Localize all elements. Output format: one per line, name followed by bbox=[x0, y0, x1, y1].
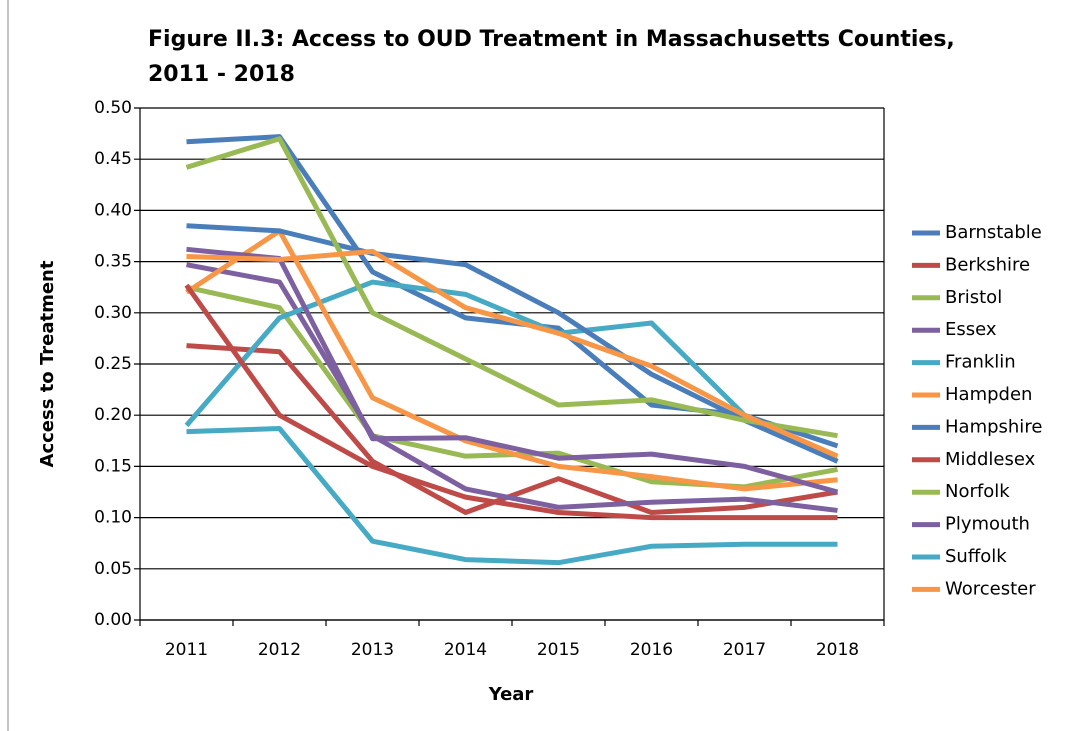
legend-label: Essex bbox=[945, 319, 997, 340]
series-line bbox=[186, 426, 838, 566]
series-line bbox=[186, 343, 838, 515]
y-tick-label: 0.15 bbox=[94, 456, 132, 476]
series-line bbox=[186, 246, 839, 495]
y-tick-label: 0.30 bbox=[94, 303, 132, 323]
x-tick-label: 2018 bbox=[816, 640, 859, 660]
legend-label: Berkshire bbox=[945, 254, 1030, 275]
series-line bbox=[184, 283, 838, 521]
legend-label: Worcester bbox=[945, 578, 1036, 599]
y-tick-label: 0.10 bbox=[94, 508, 132, 528]
legend-label: Bristol bbox=[945, 287, 1002, 308]
legend-label: Hampden bbox=[945, 384, 1032, 405]
x-tick-label: 2015 bbox=[537, 640, 580, 660]
y-tick-label: 0.50 bbox=[94, 98, 132, 118]
y-tick-label: 0.35 bbox=[94, 252, 132, 272]
legend-label: Norfolk bbox=[945, 481, 1010, 502]
series-line bbox=[186, 248, 839, 459]
x-tick-label: 2017 bbox=[723, 640, 766, 660]
chart-title: 2011 - 2018 bbox=[148, 62, 295, 87]
legend-label: Suffolk bbox=[945, 546, 1007, 567]
series-line bbox=[184, 279, 839, 464]
y-tick-label: 0.20 bbox=[94, 405, 132, 425]
y-axis-title: Access to Treatment bbox=[37, 260, 58, 467]
x-tick-label: 2012 bbox=[258, 640, 301, 660]
legend-label: Hampshire bbox=[945, 416, 1042, 437]
y-tick-label: 0.25 bbox=[94, 354, 132, 374]
y-tick-label: 0.45 bbox=[94, 149, 132, 169]
x-tick-label: 2014 bbox=[444, 640, 487, 660]
y-tick-label: 0.40 bbox=[94, 200, 132, 220]
legend-label: Middlesex bbox=[945, 449, 1036, 470]
x-axis-title: Year bbox=[488, 684, 534, 705]
y-tick-label: 0.00 bbox=[94, 610, 132, 630]
series-line bbox=[186, 223, 839, 464]
legend-label: Barnstable bbox=[945, 222, 1042, 243]
x-tick-label: 2013 bbox=[351, 640, 394, 660]
x-tick-label: 2016 bbox=[630, 640, 673, 660]
legend-label: Franklin bbox=[945, 352, 1016, 373]
y-tick-label: 0.05 bbox=[94, 559, 132, 579]
legend-label: Plymouth bbox=[945, 514, 1030, 535]
x-tick-label: 2011 bbox=[165, 640, 208, 660]
series-line bbox=[185, 136, 838, 439]
chart-title: Figure II.3: Access to OUD Treatment in … bbox=[148, 27, 955, 52]
series-line bbox=[186, 262, 838, 513]
